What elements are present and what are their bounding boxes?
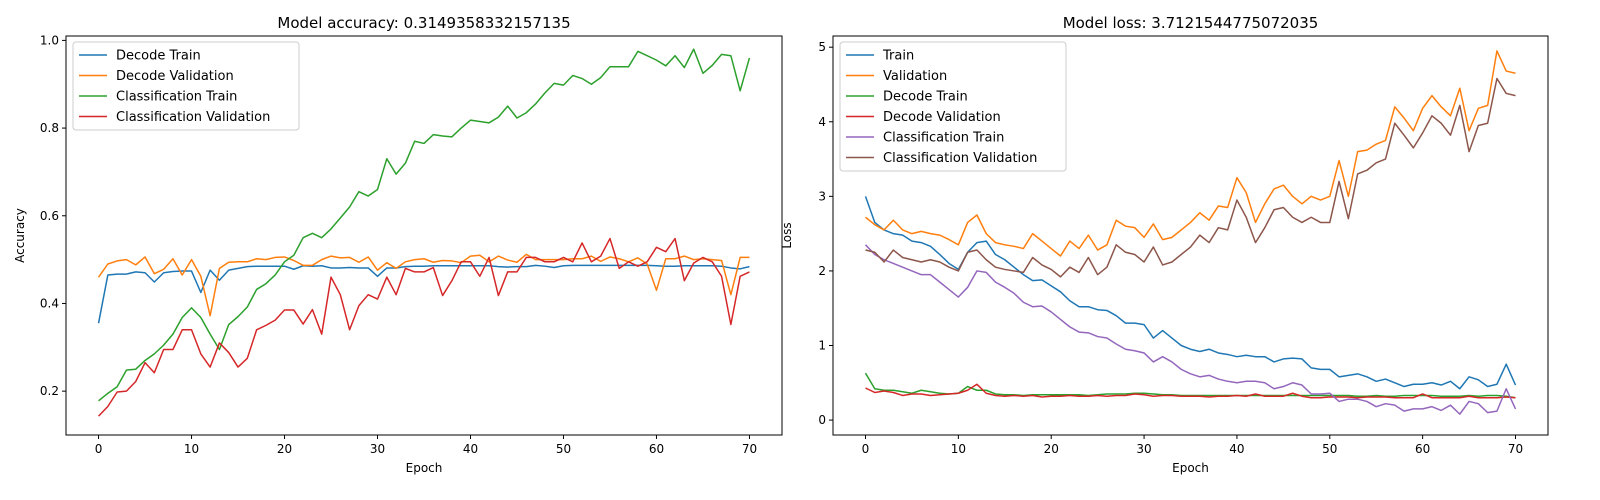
chart-title: Model loss: 3.7121544775072035 xyxy=(1063,14,1319,32)
series-line-3 xyxy=(98,48,751,402)
x-tick-label: 70 xyxy=(742,442,757,456)
y-tick-label: 1.0 xyxy=(40,33,59,47)
x-tick-label: 30 xyxy=(1136,442,1151,456)
y-tick-label: 0.2 xyxy=(40,384,59,398)
legend-label: Classification Train xyxy=(883,131,1004,146)
x-axis-label: Epoch xyxy=(1172,461,1209,475)
y-tick-label: 0.4 xyxy=(40,296,59,310)
x-tick-label: 50 xyxy=(556,442,571,456)
y-tick-label: 1 xyxy=(818,339,826,353)
y-axis-label: Accuracy xyxy=(13,208,27,263)
x-tick-label: 0 xyxy=(95,442,103,456)
legend-label: Classification Validation xyxy=(883,151,1037,166)
x-tick-label: 10 xyxy=(951,442,966,456)
series-line-2 xyxy=(865,50,1516,257)
chart-panel-1: Model accuracy: 0.3149358332157135 0 10 20 3… xyxy=(13,14,783,475)
y-tick-label: 0.6 xyxy=(40,209,59,223)
legend-label: Validation xyxy=(883,69,947,84)
x-tick-label: 0 xyxy=(862,442,870,456)
x-axis-label: Epoch xyxy=(406,461,443,475)
legend: Train Validation Decode Train Decode Valida… xyxy=(839,41,1067,172)
chart-title: Model accuracy: 0.3149358332157135 xyxy=(277,14,570,32)
legend-box xyxy=(72,41,300,131)
legend: Decode Train Decode Validation Classificat… xyxy=(72,41,300,131)
series-line-2 xyxy=(97,253,750,317)
legend-label: Decode Validation xyxy=(116,69,234,84)
y-tick-label: 0 xyxy=(818,413,826,427)
x-tick-label: 60 xyxy=(649,442,664,456)
series-line-4 xyxy=(865,383,1516,399)
x-tick-label: 20 xyxy=(1044,442,1059,456)
x-tick-label: 60 xyxy=(1415,442,1430,456)
plot-frame xyxy=(832,35,1549,436)
plot-frame xyxy=(65,35,783,436)
legend-label: Decode Train xyxy=(883,90,968,105)
legend-box xyxy=(839,41,1067,172)
x-tick-label: 40 xyxy=(463,442,478,456)
series-line-1 xyxy=(97,264,750,324)
x-tick-label: 40 xyxy=(1229,442,1244,456)
x-tick-label: 70 xyxy=(1508,442,1523,456)
x-tick-label: 20 xyxy=(277,442,292,456)
series-line-1 xyxy=(864,196,1517,390)
x-tick-label: 50 xyxy=(1322,442,1337,456)
y-tick-label: 3 xyxy=(818,189,826,203)
y-tick-label: 4 xyxy=(818,115,826,129)
legend-label: Classification Validation xyxy=(116,110,270,125)
y-axis-label: Loss xyxy=(780,222,794,248)
y-tick-label: 0.8 xyxy=(40,121,59,135)
legend-label: Decode Train xyxy=(116,49,201,64)
legend-label: Train xyxy=(882,49,914,64)
series-line-5 xyxy=(864,244,1517,415)
x-tick-label: 30 xyxy=(370,442,385,456)
series-line-4 xyxy=(98,237,750,417)
y-tick-label: 2 xyxy=(818,264,826,278)
series-line-3 xyxy=(864,372,1516,399)
x-tick-label: 10 xyxy=(184,442,199,456)
legend-label: Classification Train xyxy=(116,90,237,105)
series-line-6 xyxy=(865,77,1516,278)
y-tick-label: 5 xyxy=(818,40,826,54)
legend-label: Decode Validation xyxy=(883,110,1001,125)
